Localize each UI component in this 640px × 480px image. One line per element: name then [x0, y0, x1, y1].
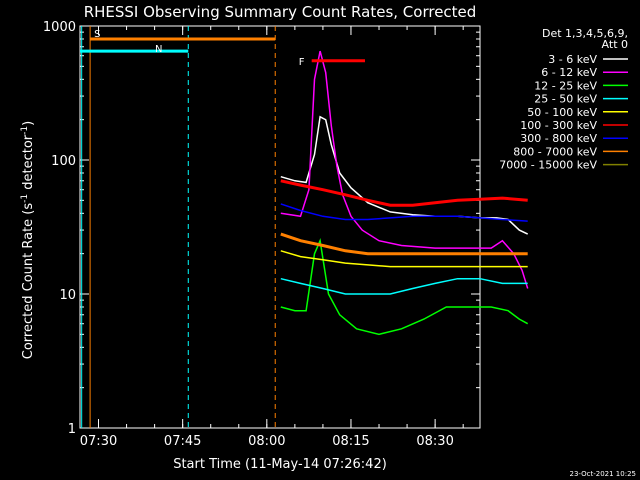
legend-entry-label: 800 - 7000 keV	[513, 145, 597, 158]
legend-title: Det 1,3,4,5,6,9,	[542, 27, 628, 40]
legend-entry-label: 7000 - 15000 keV	[499, 159, 597, 172]
y-axis-label-part: -1	[20, 194, 30, 203]
series-line-3	[280, 277, 528, 295]
legend-entry-label: 50 - 100 keV	[527, 106, 597, 119]
legend-entry-label: 12 - 25 keV	[534, 79, 597, 92]
annotation-label-saa: S	[94, 29, 100, 40]
x-tick-label: 07:45	[164, 434, 201, 449]
plot-axes: 1 10 100 1000 07:30 07:45 08:00 08:15 08:30	[43, 20, 481, 449]
series-line-0	[280, 115, 529, 235]
series-line-5	[280, 179, 528, 207]
y-tick-label: 100	[51, 154, 76, 169]
annotation-label-flare: F	[299, 57, 305, 68]
legend-entry-label: 300 - 800 keV	[520, 132, 597, 145]
footer-timestamp: 23-Oct-2021 10:25	[570, 470, 636, 478]
chart-title: RHESSI Observing Summary Count Rates, Co…	[84, 3, 477, 21]
y-axis-label-part: Corrected Count Rate (s	[21, 203, 36, 360]
legend-entry-label: 100 - 300 keV	[520, 119, 597, 132]
reference-lines	[81, 26, 276, 428]
x-axis-label: Start Time (11-May-14 07:26:42)	[173, 457, 387, 472]
series-line-4	[280, 250, 528, 268]
x-tick-label: 08:15	[332, 434, 369, 449]
series-line-2	[280, 238, 529, 336]
y-axis-label-part: )	[21, 121, 36, 126]
y-axis-label: Corrected Count Rate (s-1 detector-1)	[20, 121, 36, 359]
annotation-label-night: N	[155, 44, 162, 55]
annotation-bars: S N F	[80, 29, 365, 68]
x-tick-label: 08:00	[248, 434, 285, 449]
y-axis-label-part: -1	[20, 126, 30, 135]
y-tick-label: 10	[59, 288, 76, 303]
series-line-1	[280, 50, 529, 289]
data-series	[280, 50, 529, 336]
y-tick-label: 1	[68, 422, 76, 437]
series-line-6	[280, 203, 528, 222]
x-tick-label: 08:30	[416, 434, 453, 449]
legend-entry-label: 6 - 12 keV	[541, 66, 597, 79]
legend-entry-label: 25 - 50 keV	[534, 93, 597, 106]
y-tick-label: 1000	[43, 20, 76, 35]
series-line-7	[280, 232, 528, 256]
legend-entry-label: 3 - 6 keV	[548, 53, 597, 66]
y-axis-label-part: detector	[21, 134, 36, 194]
plot-frame	[79, 25, 481, 429]
legend-title: Att 0	[602, 38, 628, 51]
x-tick-label: 07:30	[80, 434, 117, 449]
